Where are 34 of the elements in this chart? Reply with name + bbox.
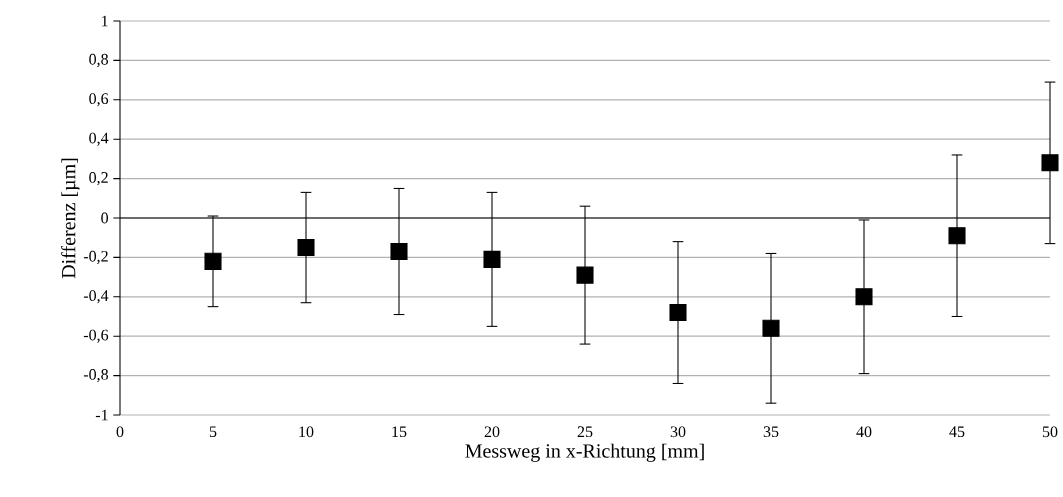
point	[762, 319, 780, 337]
x-tick-label: 45	[949, 426, 965, 438]
x-tick-label: 30	[670, 426, 686, 438]
y-tick-label: -1	[95, 409, 108, 421]
x-tick-label: 40	[856, 426, 872, 438]
point	[204, 252, 222, 270]
point	[948, 227, 966, 245]
point	[855, 288, 873, 306]
x-tick-label: 0	[116, 426, 124, 438]
y-tick-label: 0,6	[89, 93, 109, 107]
x-tick-label: 20	[484, 426, 500, 438]
x-tick-label: 15	[392, 426, 407, 438]
point	[483, 250, 501, 268]
y-tick-label: 1	[102, 15, 108, 27]
point	[390, 242, 408, 261]
x-tick-label: 10	[299, 426, 314, 438]
x-tick-label: 5	[209, 426, 217, 437]
point	[297, 239, 315, 257]
y-tick-label: -0,8	[83, 369, 109, 383]
y-tick-label: 0	[101, 212, 109, 224]
x-tick-label: 25	[577, 426, 593, 438]
point	[576, 266, 594, 284]
x-tick-label: 35	[763, 426, 779, 438]
y-tick-label: 0,2	[89, 172, 108, 186]
y-axis-title: Differenz [µm]	[61, 158, 80, 279]
y-tick-label: -0,2	[83, 250, 108, 264]
y-tick-label: -0,4	[83, 290, 109, 304]
y-tick-label: 0,4	[89, 132, 109, 146]
point	[1041, 154, 1059, 172]
y-tick-label: 0,8	[89, 53, 109, 67]
point	[669, 304, 687, 322]
x-axis-title: Messweg in x-Richtung [mm]	[465, 443, 704, 462]
y-tick-label: -0,6	[83, 329, 109, 343]
x-tick-label: 50	[1042, 426, 1058, 438]
